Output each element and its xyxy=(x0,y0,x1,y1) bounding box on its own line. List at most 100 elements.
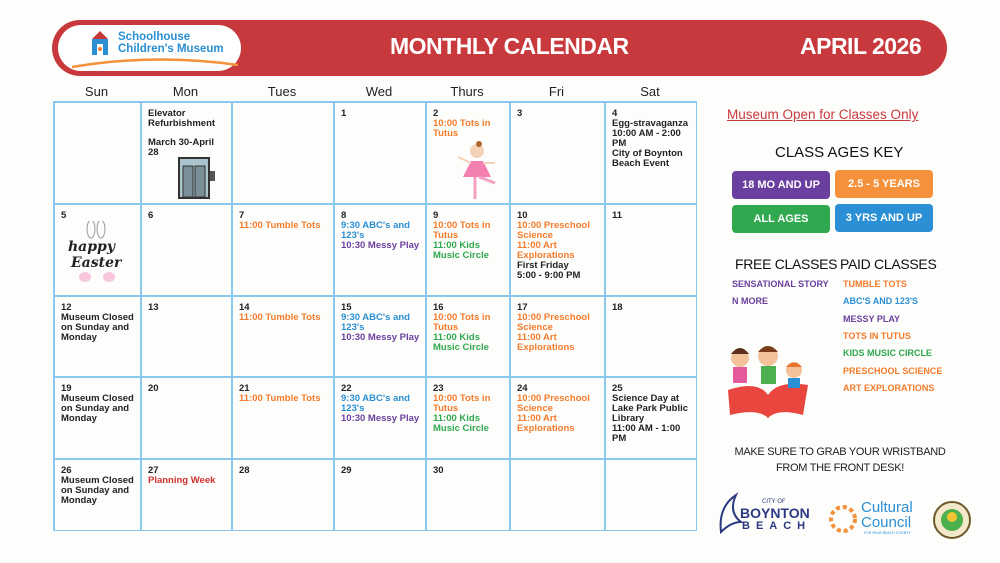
day-cell-6[interactable]: 6 xyxy=(141,204,232,296)
day-number: 24 xyxy=(517,383,528,394)
day-cell-19[interactable]: 19 Museum Closed on Sunday and Monday xyxy=(54,377,141,459)
calendar-event: 11:00 Kids Music Circle xyxy=(433,413,489,434)
schoolhouse-logo-icon xyxy=(92,31,108,55)
calendar-event: 11:00 Art Explorations xyxy=(517,413,575,434)
key-2-5-years: 2.5 - 5 YEARS xyxy=(835,170,933,198)
logo-line1: Schoolhouse xyxy=(118,31,191,43)
calendar-event: 11:00 Art Explorations xyxy=(517,332,575,353)
day-cell-4[interactable]: 4 Egg-stravaganza 10:00 AM - 2:00 PM City o… xyxy=(605,102,697,204)
calendar-event: 10:00 Tots in Tutus xyxy=(433,118,491,139)
calendar-event: 11:00 Kids Music Circle xyxy=(433,240,489,261)
day-number: 18 xyxy=(612,302,623,313)
day-cell-30[interactable]: 30 xyxy=(426,459,510,531)
day-number: 6 xyxy=(148,210,154,221)
day-cell-29[interactable]: 29 xyxy=(334,459,426,531)
day-cell-10[interactable]: 10 10:00 Preschool Science 11:00 Art Explo… xyxy=(510,204,605,296)
empty-day-cell[interactable] xyxy=(605,459,697,531)
day-cell-7[interactable]: 7 11:00 Tumble Tots xyxy=(232,204,334,296)
svg-text:Easter: Easter xyxy=(70,255,123,271)
day-cell-3[interactable]: 3 xyxy=(510,102,605,204)
empty-day-cell[interactable] xyxy=(510,459,605,531)
calendar-event: 10:00 Preschool Science xyxy=(517,393,590,414)
day-number: 23 xyxy=(433,383,444,394)
empty-day-cell[interactable]: Elevator Refurbishment March 30-April 28 xyxy=(141,102,232,204)
day-cell-11[interactable]: 11 xyxy=(605,204,697,296)
day-number: 30 xyxy=(433,465,444,476)
calendar-event: Museum Closed on Sunday and Monday xyxy=(61,393,134,424)
day-cell-27[interactable]: 27 Planning Week xyxy=(141,459,232,531)
day-number: 12 xyxy=(61,302,72,313)
day-cell-12[interactable]: 12 Museum Closed on Sunday and Monday xyxy=(54,296,141,377)
key-3yrs: 3 YRS AND UP xyxy=(835,204,933,232)
boynton-city-of: CITY OF xyxy=(762,498,786,505)
day-cell-2[interactable]: 2 10:00 Tots in Tutus xyxy=(426,102,510,204)
logo-swoosh-icon xyxy=(71,58,239,69)
day-cell-28[interactable]: 28 xyxy=(232,459,334,531)
day-number: 9 xyxy=(433,210,439,221)
paid-class-item: MESSY PLAY xyxy=(843,313,901,324)
day-number: 21 xyxy=(239,383,250,394)
day-cell-1[interactable]: 1 xyxy=(334,102,426,204)
day-number: 19 xyxy=(61,383,72,394)
day-cell-17[interactable]: 17 10:00 Preschool Science 11:00 Art Explo… xyxy=(510,296,605,377)
day-number: 11 xyxy=(612,210,623,221)
day-cell-23[interactable]: 23 10:00 Tots in Tutus 11:00 Kids Music Ci… xyxy=(426,377,510,459)
calendar-event: 5:00 - 9:00 PM xyxy=(517,270,581,281)
note-line1: MAKE SURE TO GRAB YOUR WRISTBAND xyxy=(734,446,946,458)
calendar-event: Museum Closed on Sunday and Monday xyxy=(61,312,134,343)
museum-open-notice[interactable]: Museum Open for Classes Only xyxy=(727,107,919,122)
day-cell-26[interactable]: 26 Museum Closed on Sunday and Monday xyxy=(54,459,141,531)
boynton-name: BOYNTON xyxy=(740,505,810,521)
day-number: 14 xyxy=(239,302,250,313)
day-cell-18[interactable]: 18 xyxy=(605,296,697,377)
key-all-ages: ALL AGES xyxy=(732,205,830,233)
logo-line2: Children's Museum xyxy=(118,43,224,55)
day-header-thurs: Thurs xyxy=(450,84,484,99)
paid-class-item: ART EXPLORATIONS xyxy=(843,382,935,393)
class-ages-key-title: CLASS AGES KEY xyxy=(775,144,904,161)
calendar-event: 10:30 Messy Play xyxy=(341,240,420,251)
day-cell-21[interactable]: 21 11:00 Tumble Tots xyxy=(232,377,334,459)
calendar-event: 11:00 Art Explorations xyxy=(517,240,575,261)
day-cell-14[interactable]: 14 11:00 Tumble Tots xyxy=(232,296,334,377)
paid-class-item: TUMBLE TOTS xyxy=(843,279,907,289)
kids-reading-illustration-icon xyxy=(728,346,808,418)
day-cell-9[interactable]: 9 10:00 Tots in Tutus 11:00 Kids Music Cir… xyxy=(426,204,510,296)
calendar-grid: Elevator Refurbishment March 30-April 28 1… xyxy=(53,101,697,531)
palm-beach-county-seal-icon xyxy=(933,501,971,539)
day-cell-13[interactable]: 13 xyxy=(141,296,232,377)
note-line2: FROM THE FRONT DESK! xyxy=(775,462,905,474)
calendar-event: 9:30 ABC's and 123's xyxy=(341,312,410,333)
paid-classes-title: PAID CLASSES xyxy=(840,256,937,272)
empty-day-cell[interactable] xyxy=(54,102,141,204)
day-number: 29 xyxy=(341,465,352,476)
day-cell-15[interactable]: 15 9:30 ABC's and 123's 10:30 Messy Play xyxy=(334,296,426,377)
day-cell-5[interactable]: 5 happy Easter xyxy=(54,204,141,296)
day-cell-16[interactable]: 16 10:00 Tots in Tutus 11:00 Kids Music Ci… xyxy=(426,296,510,377)
day-cell-22[interactable]: 22 9:30 ABC's and 123's 10:30 Messy Play xyxy=(334,377,426,459)
empty-day-cell[interactable] xyxy=(232,102,334,204)
day-number: 17 xyxy=(517,302,528,313)
month-label: APRIL 2026 xyxy=(800,33,922,59)
calendar-event: 10:00 AM - 2:00 PM xyxy=(612,128,681,149)
day-number: 16 xyxy=(433,302,444,313)
day-cell-24[interactable]: 24 10:00 Preschool Science 11:00 Art Explo… xyxy=(510,377,605,459)
day-number: 10 xyxy=(517,210,528,221)
calendar-event: Elevator Refurbishment xyxy=(148,108,216,129)
logo-text: Schoolhouse Children's Museum xyxy=(118,31,224,55)
day-number: 2 xyxy=(433,108,439,119)
calendar-event: 10:30 Messy Play xyxy=(341,413,420,424)
day-cell-25[interactable]: 25 Science Day at Lake Park Public Librar… xyxy=(605,377,697,459)
day-number: 22 xyxy=(341,383,352,394)
day-header-sun: Sun xyxy=(84,84,109,99)
day-cell-20[interactable]: 20 xyxy=(141,377,232,459)
marlin-icon xyxy=(719,492,744,535)
day-cell-8[interactable]: 8 9:30 ABC's and 123's 10:30 Messy Play xyxy=(334,204,426,296)
cultural-sub: FOR PALM BEACH COUNTY xyxy=(864,531,911,535)
day-number: 15 xyxy=(341,302,352,313)
day-header-sat: Sat xyxy=(640,84,660,99)
key-18mo: 18 MO AND UP xyxy=(732,171,830,199)
calendar-event: 11:00 Tumble Tots xyxy=(239,220,321,231)
free-classes-title: FREE CLASSES xyxy=(735,256,838,272)
boynton-beach: BEACH xyxy=(742,520,812,532)
